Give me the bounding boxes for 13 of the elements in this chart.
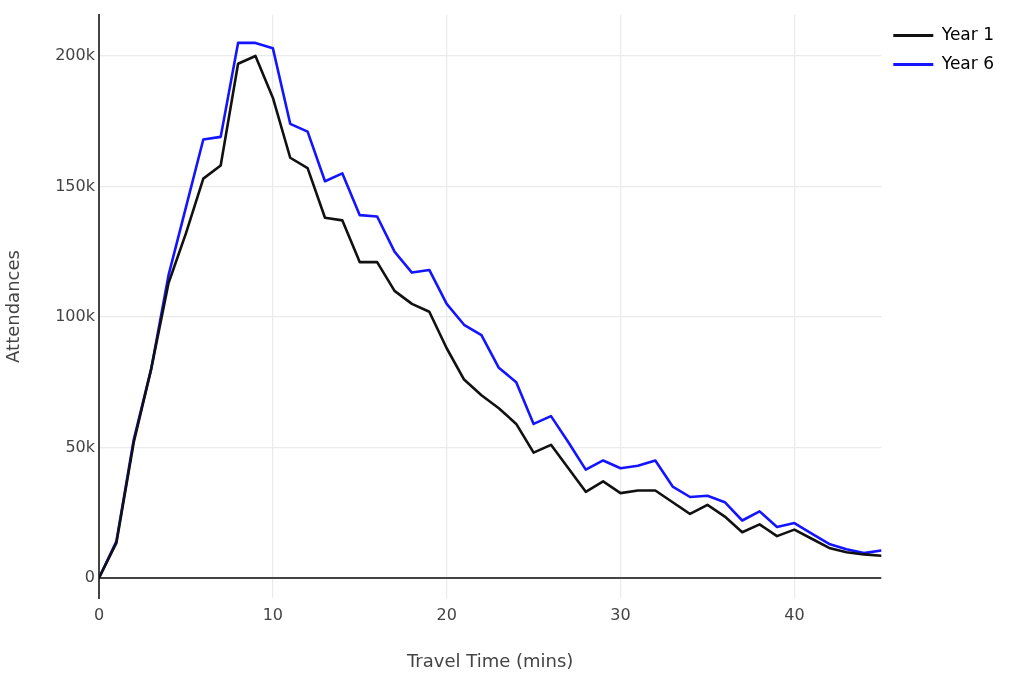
- y-tick-label: 50k: [65, 436, 96, 456]
- y-tick-label: 150k: [55, 175, 96, 195]
- x-tick-label: 10: [262, 604, 284, 624]
- y-tick-label: 0: [84, 567, 95, 587]
- x-tick-label: 20: [436, 604, 457, 624]
- x-tick-label: 40: [784, 604, 805, 624]
- y-tick-label: 200k: [55, 45, 96, 65]
- legend-label: Year 6: [940, 52, 995, 73]
- y-tick-label: 100k: [55, 306, 96, 326]
- y-axis-title: Attendances: [2, 250, 24, 363]
- x-axis-title: Travel Time (mins): [405, 649, 574, 671]
- x-tick-label: 30: [610, 604, 631, 624]
- legend-label: Year 1: [940, 23, 995, 44]
